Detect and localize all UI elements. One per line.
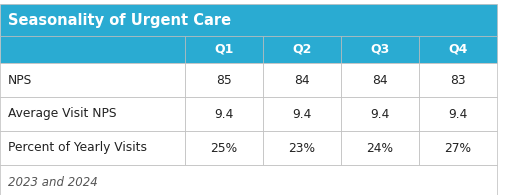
Text: 27%: 27% (444, 142, 472, 154)
Bar (263, 36, 341, 63)
Text: Q3: Q3 (370, 43, 390, 56)
Text: Q4: Q4 (448, 43, 468, 56)
Text: NPS: NPS (8, 74, 32, 87)
Text: 9.4: 9.4 (214, 107, 234, 121)
Text: 9.4: 9.4 (370, 107, 390, 121)
Bar (419, 63, 497, 97)
Text: Average Visit NPS: Average Visit NPS (8, 107, 117, 121)
Bar (341, 63, 419, 97)
Bar (419, 97, 497, 131)
Text: 84: 84 (294, 74, 310, 87)
Bar (263, 131, 341, 165)
Bar (185, 63, 263, 97)
Text: Seasonality of Urgent Care: Seasonality of Urgent Care (8, 12, 231, 27)
Text: 24%: 24% (367, 142, 393, 154)
Bar (0, 63, 185, 97)
Bar (0, 165, 497, 195)
Bar (0, 36, 185, 63)
Text: 2023 and 2024: 2023 and 2024 (8, 176, 98, 189)
Bar (185, 36, 263, 63)
Text: Percent of Yearly Visits: Percent of Yearly Visits (8, 142, 147, 154)
Text: 84: 84 (372, 74, 388, 87)
Bar (263, 63, 341, 97)
Text: Q2: Q2 (292, 43, 312, 56)
Bar (0, 131, 185, 165)
Bar (185, 97, 263, 131)
Bar (263, 97, 341, 131)
Bar (0, 97, 185, 131)
Bar (341, 131, 419, 165)
Bar (419, 36, 497, 63)
Text: 25%: 25% (211, 142, 237, 154)
Text: 85: 85 (216, 74, 232, 87)
Bar (419, 131, 497, 165)
Text: Q1: Q1 (214, 43, 234, 56)
Text: 23%: 23% (288, 142, 316, 154)
Text: 9.4: 9.4 (448, 107, 468, 121)
Bar (341, 36, 419, 63)
Bar (185, 131, 263, 165)
Bar (0, 4, 497, 36)
Text: 9.4: 9.4 (292, 107, 312, 121)
Bar (341, 97, 419, 131)
Text: 83: 83 (450, 74, 466, 87)
